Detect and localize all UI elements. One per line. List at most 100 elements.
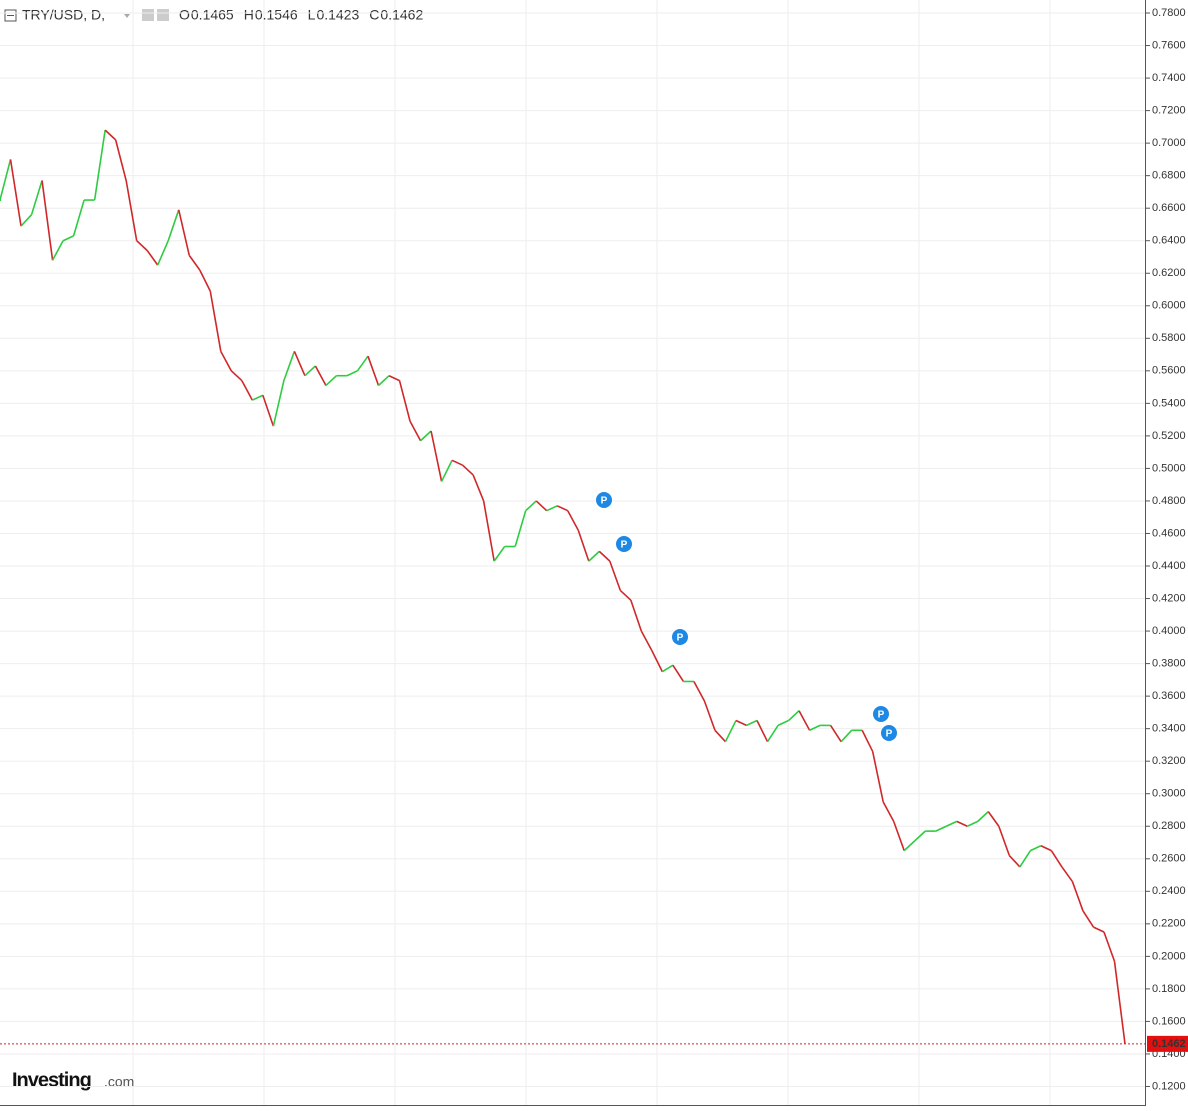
price-segment xyxy=(1040,845,1052,852)
price-segment xyxy=(125,180,138,241)
y-tick-label: 0.3400 xyxy=(1152,723,1186,735)
price-segment xyxy=(314,365,327,386)
ohlc-key: H xyxy=(244,7,254,23)
price-segment xyxy=(903,840,916,852)
y-tick-label: 0.4600 xyxy=(1152,527,1186,539)
price-segment xyxy=(998,825,1011,856)
price-segment xyxy=(1030,845,1042,852)
price-segment xyxy=(640,630,653,651)
logo-main: Investing xyxy=(12,1069,91,1091)
price-segment xyxy=(756,720,769,743)
price-segment xyxy=(304,365,316,377)
price-segment xyxy=(809,724,821,732)
price-segment xyxy=(1113,961,1126,1044)
price-segment xyxy=(1103,931,1116,962)
price-segment xyxy=(167,209,180,241)
price-segment xyxy=(199,269,211,292)
price-segment xyxy=(230,370,243,382)
price-segment xyxy=(472,474,485,502)
event-marker[interactable] xyxy=(873,706,889,722)
price-segment xyxy=(262,394,275,427)
chart-title: TRY/USD, D, xyxy=(22,7,105,23)
price-segment xyxy=(0,159,12,201)
price-segment xyxy=(588,550,600,562)
y-tick-label: 0.5600 xyxy=(1152,365,1186,377)
y-tick-label: 0.4000 xyxy=(1152,625,1186,637)
y-tick-label: 0.3200 xyxy=(1152,755,1186,767)
current-price-box xyxy=(1147,1035,1188,1052)
y-tick-label: 0.1200 xyxy=(1152,1080,1186,1092)
price-segment xyxy=(546,505,558,512)
price-segment xyxy=(1061,866,1074,883)
y-tick-label: 0.2400 xyxy=(1152,885,1186,897)
logo: Investing .com xyxy=(12,1069,134,1091)
collapse-icon[interactable] xyxy=(4,9,17,22)
price-segment xyxy=(525,500,537,512)
price-segment xyxy=(746,719,758,727)
event-marker-label: P xyxy=(886,729,893,740)
ohlc-key: C xyxy=(369,7,379,23)
price-segment xyxy=(672,664,685,682)
y-tick-label: 0.6600 xyxy=(1152,202,1186,214)
price-segment xyxy=(462,464,474,476)
price-segment xyxy=(220,350,233,372)
price-segment xyxy=(493,546,506,562)
price-segment xyxy=(356,355,369,372)
price-segment xyxy=(188,254,201,271)
price-segment xyxy=(724,720,737,743)
price-segment xyxy=(630,599,643,632)
price-segment xyxy=(1071,881,1084,912)
y-tick-label: 0.6400 xyxy=(1152,235,1186,247)
y-tick-label: 0.6000 xyxy=(1152,300,1186,312)
price-segment xyxy=(377,375,390,387)
y-tick-label: 0.4200 xyxy=(1152,592,1186,604)
y-tick-label: 0.1800 xyxy=(1152,983,1186,995)
price-segment xyxy=(325,375,337,387)
y-tick-label: 0.6200 xyxy=(1152,267,1186,279)
price-segment xyxy=(482,500,495,562)
y-tick-label: 0.7600 xyxy=(1152,39,1186,51)
event-marker[interactable] xyxy=(881,725,897,741)
price-segment xyxy=(535,500,548,512)
price-segment xyxy=(241,380,254,401)
y-tick-label: 0.2800 xyxy=(1152,820,1186,832)
price-segment xyxy=(714,729,727,743)
y-tick-label: 0.2600 xyxy=(1152,853,1186,865)
price-segment xyxy=(703,700,716,731)
logo-suffix: .com xyxy=(104,1074,134,1090)
ohlc-value: 0.1462 xyxy=(380,7,423,23)
price-segment xyxy=(693,681,706,702)
current-price-label: 0.1462 xyxy=(1152,1038,1186,1050)
price-segment xyxy=(146,250,159,266)
price-segment xyxy=(451,459,463,466)
price-segment xyxy=(619,589,632,601)
price-segment xyxy=(840,729,853,743)
event-marker-label: P xyxy=(601,496,608,507)
price-segment xyxy=(977,811,989,822)
event-marker[interactable] xyxy=(672,629,688,645)
price-segment xyxy=(987,811,1000,827)
price-segment xyxy=(945,820,958,827)
price-segment xyxy=(62,235,74,242)
price-segment xyxy=(272,380,285,427)
price-segment xyxy=(136,240,148,252)
price-segment xyxy=(777,719,789,727)
vertical-grid xyxy=(132,0,1051,1106)
price-segment xyxy=(30,180,43,215)
settings-icon[interactable] xyxy=(157,9,169,21)
price-segment xyxy=(209,291,222,352)
event-marker[interactable] xyxy=(616,536,632,552)
price-segment xyxy=(871,751,884,803)
y-tick-label: 0.5400 xyxy=(1152,397,1186,409)
event-marker-label: P xyxy=(878,710,885,721)
y-tick-label: 0.3600 xyxy=(1152,690,1186,702)
ohlc-readout: O 0.1465 H 0.1546 L 0.1423 C 0.1462 xyxy=(179,7,423,23)
price-segment xyxy=(661,664,674,673)
eye-icon[interactable] xyxy=(142,9,154,21)
price-segment xyxy=(567,510,579,531)
price-segment xyxy=(293,351,306,377)
dropdown-icon[interactable] xyxy=(124,14,130,18)
event-marker[interactable] xyxy=(596,492,612,508)
price-segment xyxy=(104,129,117,141)
y-tick-label: 0.2200 xyxy=(1152,918,1186,930)
